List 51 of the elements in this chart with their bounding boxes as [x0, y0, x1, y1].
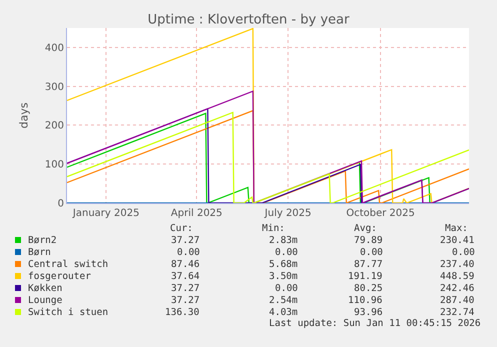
legend-label: Central switch	[28, 259, 108, 270]
text: 237.40	[440, 259, 475, 270]
legend-label: Lounge	[28, 295, 63, 306]
text: 37.27	[171, 295, 200, 306]
text: 93.96	[354, 307, 383, 318]
text: 0.00	[275, 247, 298, 258]
text: 37.27	[171, 283, 200, 294]
text: 87.46	[171, 259, 200, 270]
text: 0.00	[452, 247, 476, 258]
text: 3.50m	[269, 271, 298, 282]
x-tick-label: April 2025	[170, 208, 222, 219]
legend-label: Switch i stuen	[28, 307, 108, 318]
text: 191.19	[348, 271, 383, 282]
text: 87.77	[354, 259, 383, 270]
text: 230.41	[440, 235, 475, 246]
legend-label: fosgerouter	[28, 271, 92, 282]
text: Cur:	[170, 223, 193, 234]
y-axis-title: days	[18, 102, 31, 128]
text: 37.27	[171, 235, 200, 246]
text: 110.96	[348, 295, 383, 306]
text: 242.46	[440, 283, 475, 294]
text: 0.00	[275, 283, 298, 294]
y-tick-label: 0	[58, 198, 64, 210]
text: 0.00	[177, 247, 200, 258]
chart-title: Uptime : Klovertoften - by year	[148, 12, 350, 28]
x-tick-label: January 2025	[72, 208, 140, 219]
x-tick-label: October 2025	[346, 208, 415, 219]
text: 37.64	[171, 271, 200, 282]
text: 0.00	[360, 247, 384, 258]
x-tick-label: July 2025	[264, 208, 312, 219]
text: Max:	[445, 223, 468, 234]
legend-label: Køkken	[28, 283, 62, 294]
text: 80.25	[354, 283, 383, 294]
legend-label: Børn2	[28, 235, 57, 246]
text: Last update: Sun Jan 11 00:45:15 2026	[269, 318, 481, 329]
text: Avg:	[354, 223, 377, 234]
legend-label: Børn	[28, 247, 51, 258]
text: Min:	[262, 223, 285, 234]
text: 5.68m	[269, 259, 298, 270]
text: 448.59	[440, 271, 475, 282]
y-tick-label: 400	[44, 42, 64, 54]
y-tick-label: 300	[44, 82, 64, 93]
text: 287.40	[440, 295, 475, 306]
text: 4.03m	[269, 307, 298, 318]
text: 232.74	[440, 307, 475, 318]
text: 136.30	[165, 307, 200, 318]
text: 2.83m	[269, 235, 298, 246]
text: 79.89	[354, 235, 383, 246]
y-tick-label: 200	[44, 120, 64, 132]
text: 2.54m	[269, 295, 298, 306]
y-tick-label: 100	[44, 160, 64, 171]
